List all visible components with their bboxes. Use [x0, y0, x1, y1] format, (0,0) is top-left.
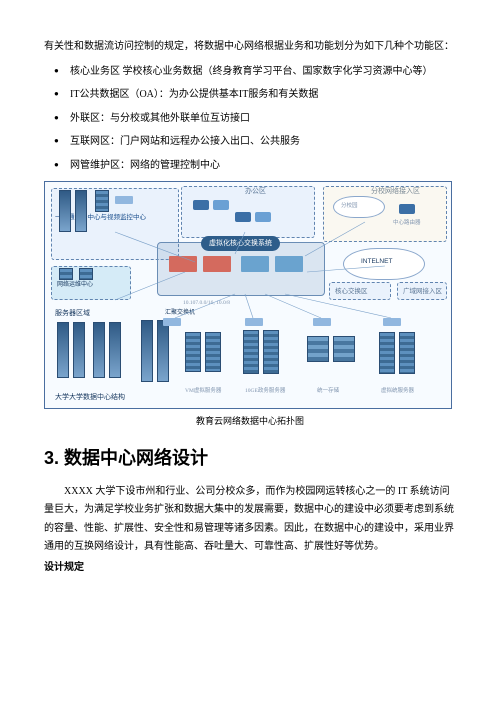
- figure-caption: 教育云网络数据中心拓扑图: [44, 413, 456, 430]
- switch-icon: [383, 318, 401, 326]
- intro-text: 有关性和数据流访问控制的规定，将数据中心网络根据业务和功能划分为如下几种个功能区…: [44, 38, 456, 57]
- label-vm4: 虚拟统服务器: [381, 386, 414, 396]
- label-vm2: 10GE政务服务器: [245, 386, 285, 396]
- server-icon: [379, 332, 395, 374]
- label-router-small: 中心路由器: [393, 218, 421, 228]
- server-icon: [205, 332, 221, 372]
- server-icon: [399, 332, 415, 374]
- core-switch-icon: [275, 256, 303, 272]
- topology-diagram: 一卡通数据中心与视频监控中心 办公区 分校网络接入区 分校园 中心路由器 虚拟化…: [44, 181, 452, 409]
- storage-icon: [307, 336, 329, 362]
- router-icon: [399, 204, 415, 214]
- core-switch-icon: [203, 256, 231, 272]
- label-netmgmt: 网络运维中心: [57, 280, 93, 291]
- switch-icon: [163, 318, 181, 326]
- rack-icon: [75, 190, 87, 232]
- router-icon: [213, 200, 229, 210]
- rack-icon: [93, 322, 105, 378]
- label-univ-struct: 大学大学数据中心结构: [55, 392, 125, 405]
- list-item: 互联网区：门户网站和远程办公接入出口、公共服务: [44, 133, 456, 152]
- switch-icon: [245, 318, 263, 326]
- server-icon: [95, 190, 109, 212]
- zone-core-switch: [329, 282, 391, 300]
- server-icon: [79, 268, 93, 280]
- subheading: 设计规定: [44, 559, 456, 578]
- list-item: IT公共数据区（OA）：为办公提供基本IT服务和有关数据: [44, 86, 456, 105]
- section-heading: 3. 数据中心网络设计: [44, 442, 456, 475]
- label-server-zone: 服务器区域: [55, 308, 90, 321]
- list-item: 外联区：与分校或其他外联单位互访接口: [44, 110, 456, 129]
- switch-icon: [115, 196, 133, 204]
- label-intelnet: INTELNET: [361, 256, 392, 268]
- rack-icon: [141, 320, 153, 382]
- server-icon: [263, 330, 279, 374]
- list-item: 网管维护区：网络的管理控制中心: [44, 157, 456, 176]
- server-icon: [185, 332, 201, 372]
- router-icon: [255, 212, 271, 222]
- functional-zone-list: 核心业务区 学校核心业务数据（终身教育学习平台、国家数字化学习资源中心等） IT…: [44, 63, 456, 176]
- label-branch-campus: 分校园: [341, 201, 358, 211]
- zone-wan: [397, 282, 447, 300]
- body-paragraph: XXXX 大学下设市州和行业、公司分校众多，而作为校园网运转核心之一的 IT 系…: [44, 483, 456, 557]
- server-icon: [243, 330, 259, 374]
- switch-icon: [313, 318, 331, 326]
- ip-label: 10.107.0.0/16, 10.0/8: [183, 298, 230, 308]
- label-vm3: 统一存储: [317, 386, 339, 396]
- virt-core-title: 虚拟化核心交换系统: [201, 236, 280, 251]
- rack-icon: [73, 322, 85, 378]
- rack-icon: [59, 190, 71, 232]
- router-icon: [193, 200, 209, 210]
- router-icon: [235, 212, 251, 222]
- label-vm1: VM虚拟服务器: [185, 386, 221, 396]
- server-icon: [59, 268, 73, 280]
- rack-icon: [57, 322, 69, 378]
- core-switch-icon: [169, 256, 197, 272]
- core-switch-icon: [241, 256, 269, 272]
- storage-icon: [333, 336, 355, 362]
- list-item: 核心业务区 学校核心业务数据（终身教育学习平台、国家数字化学习资源中心等）: [44, 63, 456, 82]
- rack-icon: [109, 322, 121, 378]
- rack-icon: [157, 320, 169, 382]
